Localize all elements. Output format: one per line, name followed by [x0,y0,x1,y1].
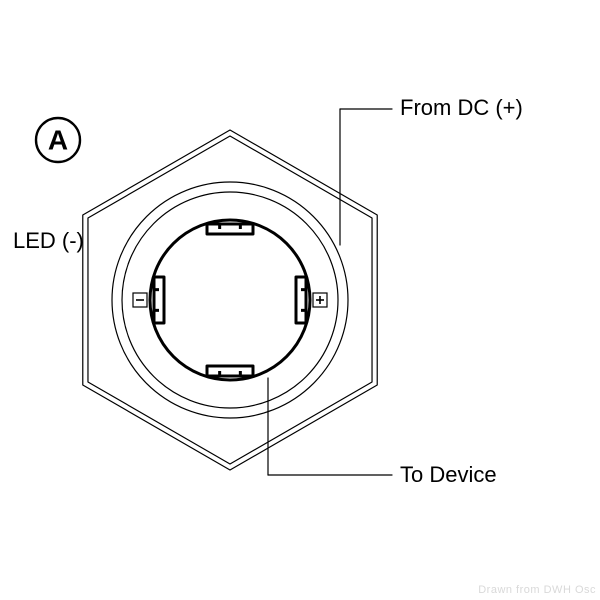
label-to-device: To Device [400,462,497,488]
pin-bottom [207,366,253,376]
pin-top [207,224,253,234]
label-led-negative: LED (-) [13,228,84,254]
watermark-text: Drawn from DWH Osc [478,584,596,596]
badge-letter: A [48,125,68,156]
label-from-dc-positive: From DC (+) [400,95,523,121]
diagram-stage: A LED (-) From DC (+) To Device Drawn fr… [0,0,600,600]
wiring-diagram: A [0,0,600,600]
